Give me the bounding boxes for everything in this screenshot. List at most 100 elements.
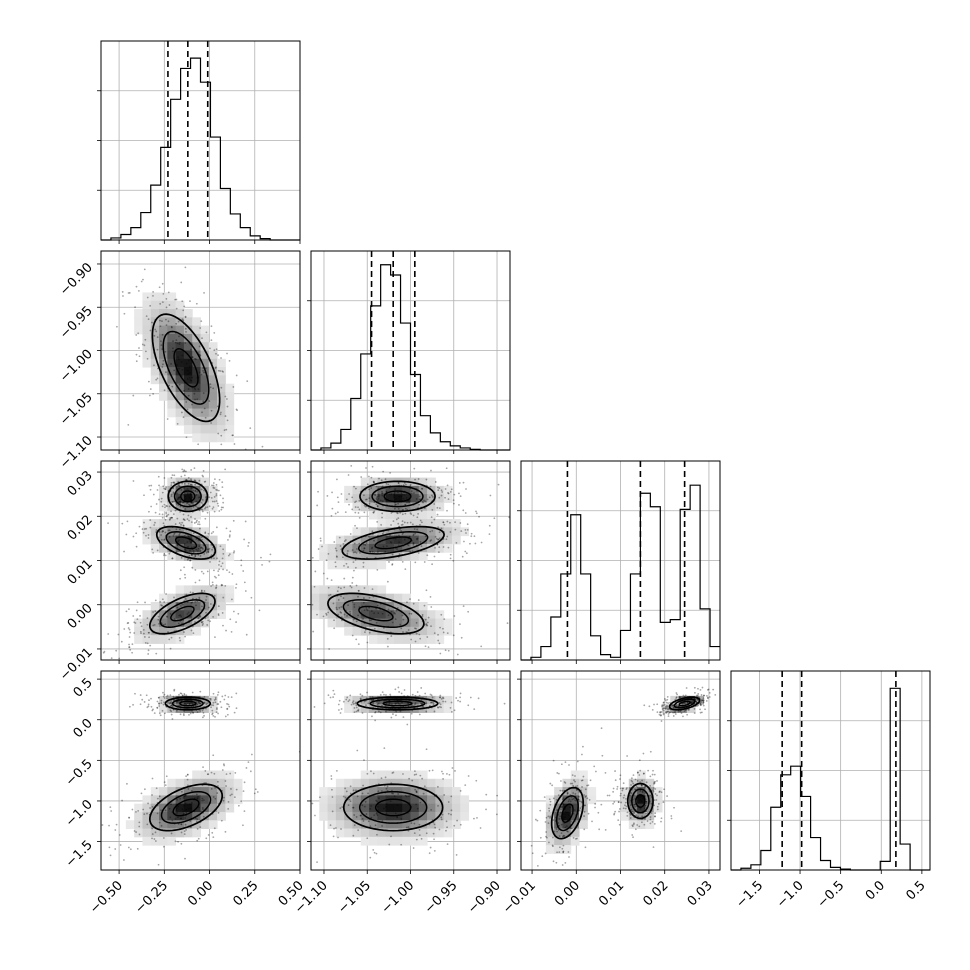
density-cell <box>192 778 201 788</box>
sample-point <box>228 359 231 362</box>
sample-point <box>469 542 471 545</box>
sample-point <box>636 824 639 826</box>
sample-point <box>341 806 344 808</box>
sample-point <box>370 610 373 612</box>
sample-point <box>128 608 130 611</box>
sample-point <box>217 613 220 615</box>
sample-point <box>177 840 179 843</box>
sample-point <box>564 811 567 813</box>
sample-point <box>200 570 203 573</box>
x-tick-label: −0.01 <box>500 878 539 917</box>
sample-point <box>529 799 531 801</box>
sample-point <box>625 788 628 791</box>
sample-point <box>392 713 394 715</box>
sample-point <box>415 632 418 635</box>
sample-point <box>164 623 167 626</box>
sample-point <box>179 505 182 508</box>
density-cell <box>402 820 411 830</box>
sample-point <box>168 529 171 532</box>
y-tick-label: −1.5 <box>63 838 96 871</box>
sample-point <box>212 387 215 390</box>
density-cell <box>460 795 470 805</box>
sample-point <box>147 537 150 539</box>
sample-point <box>165 324 168 327</box>
sample-point <box>555 798 558 801</box>
sample-point <box>565 825 568 828</box>
sample-point <box>186 492 189 495</box>
sample-point <box>552 797 555 800</box>
sample-point <box>139 694 142 696</box>
density-cell <box>200 803 210 813</box>
sample-point <box>214 797 217 800</box>
density-cell <box>352 552 362 561</box>
density-cell <box>183 593 193 603</box>
sample-point <box>387 483 390 486</box>
sample-point <box>191 403 193 406</box>
sample-point <box>433 710 436 713</box>
sample-point <box>433 823 436 826</box>
sample-point <box>645 802 648 805</box>
sample-point <box>539 809 542 812</box>
density-cell <box>142 803 152 813</box>
sample-point <box>404 568 407 571</box>
sample-point <box>654 815 656 818</box>
density-cell <box>183 535 193 545</box>
sample-point <box>416 537 419 540</box>
sample-point <box>413 492 415 494</box>
sample-point <box>194 600 197 603</box>
sample-point <box>443 794 446 796</box>
sample-point <box>644 817 647 820</box>
sample-point <box>156 336 159 338</box>
sample-point <box>215 526 218 529</box>
sample-point <box>189 559 192 562</box>
sample-point <box>192 549 195 552</box>
density-cell <box>377 560 387 570</box>
sample-point <box>651 820 654 823</box>
sample-point <box>192 551 195 554</box>
sample-point <box>447 492 450 495</box>
sample-point <box>385 482 388 485</box>
density-cell <box>451 795 461 805</box>
sample-point <box>169 709 172 712</box>
sample-point <box>110 810 113 812</box>
sample-point <box>562 844 565 847</box>
sample-point <box>191 356 194 359</box>
sample-point <box>200 589 203 592</box>
sample-point <box>343 586 346 589</box>
sample-point <box>373 612 375 615</box>
density-cell <box>208 820 218 830</box>
sample-point <box>386 580 389 583</box>
sample-point <box>662 707 665 710</box>
density-cell <box>208 350 218 360</box>
sample-point <box>433 555 436 558</box>
density-cell <box>142 325 152 335</box>
sample-point <box>645 800 648 803</box>
density-cell <box>200 383 210 393</box>
sample-point <box>551 784 554 787</box>
sample-point <box>584 788 587 791</box>
sample-point <box>382 807 385 810</box>
sample-point <box>188 376 191 379</box>
sample-point <box>558 824 560 827</box>
sample-point <box>167 513 170 516</box>
sample-point <box>348 699 351 701</box>
sample-point <box>418 694 421 697</box>
density-cell <box>134 635 143 644</box>
sample-point <box>149 388 152 390</box>
sample-point <box>160 500 163 503</box>
density-cell <box>167 325 177 335</box>
density-cell <box>183 400 193 410</box>
sample-point <box>185 470 187 473</box>
sample-point <box>155 503 158 505</box>
density-cell <box>167 552 177 561</box>
sample-point <box>190 483 193 486</box>
sample-point <box>133 621 136 624</box>
sample-point <box>205 837 208 840</box>
sample-point <box>204 769 207 772</box>
density-cell <box>175 416 185 426</box>
density-cell <box>443 535 453 545</box>
sample-point <box>98 658 100 660</box>
sample-point <box>335 769 338 772</box>
density-cell <box>637 811 646 821</box>
sample-point <box>449 521 451 524</box>
